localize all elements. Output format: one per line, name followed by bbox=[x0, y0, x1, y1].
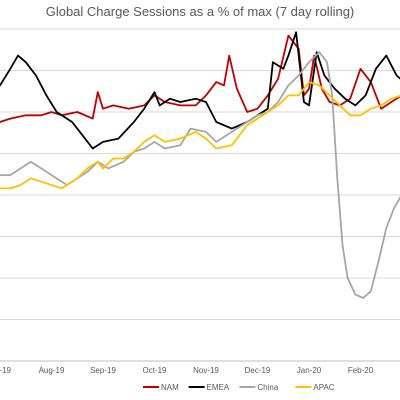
grid-layer bbox=[0, 28, 400, 362]
legend-label-china: China bbox=[257, 383, 278, 392]
x-tick-label: Aug-19 bbox=[39, 366, 65, 375]
series-line-apac bbox=[0, 81, 400, 190]
x-tick-label: Sep-19 bbox=[90, 366, 116, 375]
x-axis-ticks: Jul-19 Aug-19 Sep-19 Oct-19 Nov-19 Dec-19 Jan-… bbox=[0, 366, 374, 375]
legend-label-nam: NAM bbox=[161, 383, 179, 392]
x-tick-label: Dec-19 bbox=[245, 366, 271, 375]
x-tick-label: Nov-19 bbox=[193, 366, 219, 375]
series-line-emea bbox=[0, 31, 400, 150]
series-line-nam bbox=[0, 34, 400, 123]
series-layer bbox=[0, 31, 400, 299]
legend-label-emea: EMEA bbox=[207, 383, 230, 392]
x-tick-label: Jul-19 bbox=[0, 366, 11, 375]
legend: NAM EMEA China APAC bbox=[143, 383, 335, 392]
x-tick-label: Feb-20 bbox=[348, 366, 374, 375]
legend-label-apac: APAC bbox=[313, 383, 334, 392]
series-line-china bbox=[0, 51, 400, 299]
x-tick-label: Oct-19 bbox=[142, 366, 167, 375]
x-tick-label: Jan-20 bbox=[297, 366, 322, 375]
chart-title: Global Charge Sessions as a % of max (7 … bbox=[45, 4, 355, 19]
